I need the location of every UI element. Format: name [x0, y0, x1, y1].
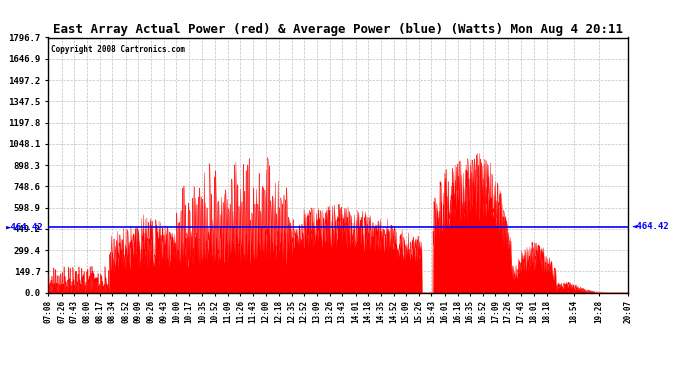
Text: ◄464.42: ◄464.42 — [632, 222, 670, 231]
Text: Copyright 2008 Cartronics.com: Copyright 2008 Cartronics.com — [51, 45, 186, 54]
Title: East Array Actual Power (red) & Average Power (blue) (Watts) Mon Aug 4 20:11: East Array Actual Power (red) & Average … — [53, 23, 623, 36]
